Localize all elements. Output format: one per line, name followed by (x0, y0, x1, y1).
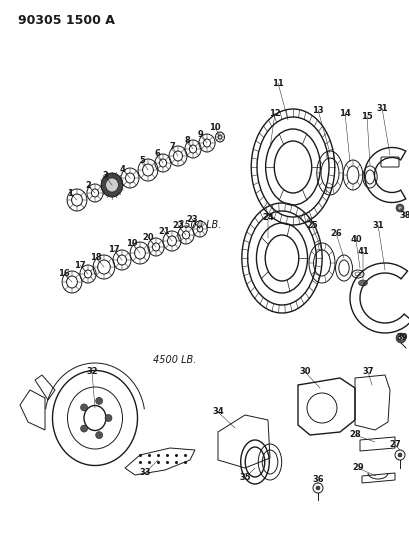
Text: 37: 37 (362, 367, 373, 376)
Text: 17: 17 (108, 246, 119, 254)
Text: 3500 LB.: 3500 LB. (178, 220, 221, 230)
Text: 7: 7 (169, 141, 175, 150)
Text: 1: 1 (67, 189, 73, 198)
Text: 9: 9 (198, 130, 203, 139)
Text: 29: 29 (351, 464, 363, 472)
Text: 30: 30 (299, 367, 310, 376)
Text: 39: 39 (395, 334, 407, 343)
Ellipse shape (106, 178, 118, 192)
Circle shape (398, 335, 402, 341)
Circle shape (315, 486, 319, 490)
Circle shape (397, 206, 401, 210)
Text: 3: 3 (102, 172, 108, 181)
Circle shape (105, 415, 112, 422)
Text: 21: 21 (158, 227, 169, 236)
Text: 11: 11 (272, 78, 283, 87)
Circle shape (395, 333, 405, 343)
Text: 4: 4 (120, 165, 126, 174)
Text: 15: 15 (360, 111, 372, 120)
Text: 35: 35 (238, 473, 250, 482)
Text: 36: 36 (311, 475, 323, 484)
Text: 8: 8 (184, 135, 189, 144)
Ellipse shape (101, 173, 123, 197)
Text: 31: 31 (371, 221, 383, 230)
Text: 20: 20 (142, 232, 153, 241)
Text: 12: 12 (268, 109, 280, 117)
Text: 40: 40 (349, 236, 361, 245)
Text: 4500 LB.: 4500 LB. (153, 355, 196, 365)
Text: 28: 28 (348, 431, 360, 440)
Circle shape (81, 404, 88, 411)
Text: 41: 41 (356, 247, 368, 256)
Circle shape (395, 204, 403, 212)
Text: 22: 22 (172, 221, 183, 230)
Text: 26: 26 (329, 229, 341, 238)
Text: 17: 17 (74, 261, 85, 270)
Circle shape (95, 398, 102, 405)
Ellipse shape (357, 280, 366, 286)
Text: 23: 23 (186, 214, 197, 223)
Text: 16: 16 (58, 270, 70, 279)
Text: 2: 2 (85, 182, 91, 190)
Text: 25: 25 (306, 222, 317, 230)
Circle shape (81, 425, 88, 432)
Text: 27: 27 (388, 440, 400, 449)
Text: 13: 13 (311, 106, 323, 115)
Text: 24: 24 (261, 213, 273, 222)
Text: 32: 32 (86, 367, 98, 376)
Circle shape (95, 432, 102, 439)
Text: 19: 19 (126, 238, 137, 247)
Text: 34: 34 (212, 408, 223, 416)
Text: 33: 33 (139, 469, 151, 478)
Text: 90305 1500 A: 90305 1500 A (18, 14, 115, 27)
Text: 18: 18 (90, 253, 101, 262)
Text: 14: 14 (338, 109, 350, 117)
Circle shape (397, 453, 401, 457)
Text: 5: 5 (139, 156, 145, 165)
Text: 31: 31 (375, 103, 387, 112)
Text: 6: 6 (154, 149, 160, 157)
Text: 10: 10 (209, 123, 220, 132)
Text: 38: 38 (398, 211, 409, 220)
